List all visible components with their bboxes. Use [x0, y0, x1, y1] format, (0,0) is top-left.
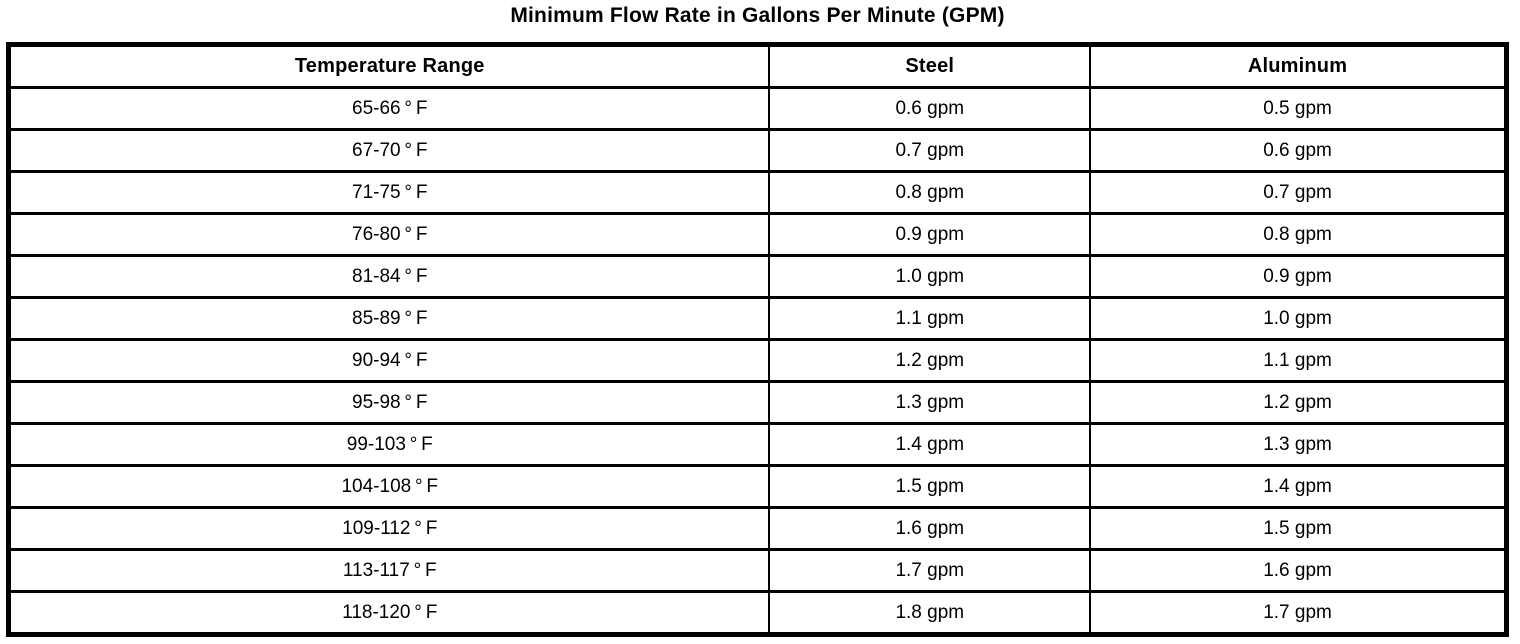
aluminum-flow-cell: 1.5 gpm: [1089, 506, 1508, 551]
table-row: 71-75 ° F 0.8 gpm 0.7 gpm: [7, 170, 1508, 215]
steel-flow-cell: 1.8 gpm: [768, 590, 1092, 636]
table-row: 109-112 ° F 1.6 gpm 1.5 gpm: [7, 506, 1508, 551]
column-header-steel: Steel: [768, 43, 1092, 89]
temperature-range-cell: 95-98 ° F: [7, 380, 771, 425]
column-header-aluminum: Aluminum: [1089, 43, 1508, 89]
temperature-range-cell: 67-70 ° F: [7, 128, 771, 173]
temperature-range-cell: 76-80 ° F: [7, 212, 771, 257]
page-title: Minimum Flow Rate in Gallons Per Minute …: [510, 4, 1005, 27]
table-header: Temperature Range Steel Aluminum: [7, 43, 1508, 89]
temperature-range-cell: 104-108 ° F: [7, 464, 771, 509]
aluminum-flow-cell: 0.6 gpm: [1089, 128, 1508, 173]
temperature-range-cell: 109-112 ° F: [7, 506, 771, 551]
aluminum-flow-cell: 0.8 gpm: [1089, 212, 1508, 257]
aluminum-flow-cell: 1.3 gpm: [1089, 422, 1508, 467]
aluminum-flow-cell: 1.0 gpm: [1089, 296, 1508, 341]
steel-flow-cell: 0.9 gpm: [768, 212, 1092, 257]
steel-flow-cell: 1.3 gpm: [768, 380, 1092, 425]
temperature-range-cell: 81-84 ° F: [7, 254, 771, 299]
steel-flow-cell: 1.1 gpm: [768, 296, 1092, 341]
flow-rate-table: Temperature Range Steel Aluminum 65-66 °…: [6, 42, 1509, 637]
aluminum-flow-cell: 0.7 gpm: [1089, 170, 1508, 215]
table-row: 95-98 ° F 1.3 gpm 1.2 gpm: [7, 380, 1508, 425]
steel-flow-cell: 1.6 gpm: [768, 506, 1092, 551]
aluminum-flow-cell: 1.1 gpm: [1089, 338, 1508, 383]
steel-flow-cell: 1.4 gpm: [768, 422, 1092, 467]
table-row: 65-66 ° F 0.6 gpm 0.5 gpm: [7, 86, 1508, 131]
temperature-range-cell: 71-75 ° F: [7, 170, 771, 215]
aluminum-flow-cell: 1.6 gpm: [1089, 548, 1508, 593]
aluminum-flow-cell: 1.7 gpm: [1089, 590, 1508, 636]
temperature-range-cell: 118-120 ° F: [7, 590, 771, 636]
aluminum-flow-cell: 0.5 gpm: [1089, 86, 1508, 131]
table-row: 90-94 ° F 1.2 gpm 1.1 gpm: [7, 338, 1508, 383]
steel-flow-cell: 1.2 gpm: [768, 338, 1092, 383]
table-body: 65-66 ° F 0.6 gpm 0.5 gpm 67-70 ° F 0.7 …: [7, 86, 1508, 636]
steel-flow-cell: 1.0 gpm: [768, 254, 1092, 299]
column-header-temperature-range: Temperature Range: [7, 43, 771, 89]
temperature-range-cell: 85-89 ° F: [7, 296, 771, 341]
table-row: 118-120 ° F 1.8 gpm 1.7 gpm: [7, 590, 1508, 636]
table-row: 113-117 ° F 1.7 gpm 1.6 gpm: [7, 548, 1508, 593]
table-row: 85-89 ° F 1.1 gpm 1.0 gpm: [7, 296, 1508, 341]
steel-flow-cell: 1.7 gpm: [768, 548, 1092, 593]
temperature-range-cell: 65-66 ° F: [7, 86, 771, 131]
table-row: 67-70 ° F 0.7 gpm 0.6 gpm: [7, 128, 1508, 173]
aluminum-flow-cell: 0.9 gpm: [1089, 254, 1508, 299]
table-row: 104-108 ° F 1.5 gpm 1.4 gpm: [7, 464, 1508, 509]
table-row: 76-80 ° F 0.9 gpm 0.8 gpm: [7, 212, 1508, 257]
table-row: 99-103 ° F 1.4 gpm 1.3 gpm: [7, 422, 1508, 467]
steel-flow-cell: 0.7 gpm: [768, 128, 1092, 173]
temperature-range-cell: 99-103 ° F: [7, 422, 771, 467]
aluminum-flow-cell: 1.2 gpm: [1089, 380, 1508, 425]
temperature-range-cell: 90-94 ° F: [7, 338, 771, 383]
steel-flow-cell: 0.6 gpm: [768, 86, 1092, 131]
temperature-range-cell: 113-117 ° F: [7, 548, 771, 593]
table-row: 81-84 ° F 1.0 gpm 0.9 gpm: [7, 254, 1508, 299]
aluminum-flow-cell: 1.4 gpm: [1089, 464, 1508, 509]
steel-flow-cell: 0.8 gpm: [768, 170, 1092, 215]
steel-flow-cell: 1.5 gpm: [768, 464, 1092, 509]
header-row: Temperature Range Steel Aluminum: [7, 43, 1508, 89]
